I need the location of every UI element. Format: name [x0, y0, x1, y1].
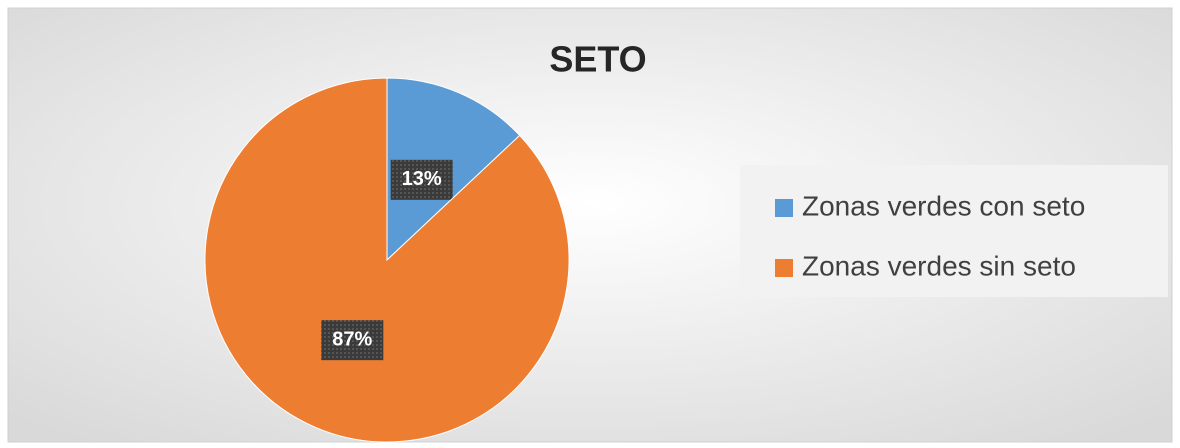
legend-label: Zonas verdes sin seto: [802, 250, 1076, 281]
pie-slice: [386, 77, 521, 262]
data-label-box: [390, 159, 453, 200]
data-label: 87%: [332, 328, 372, 350]
pie-slice: [204, 77, 570, 443]
data-label-box: [321, 320, 384, 361]
legend: [740, 165, 1168, 297]
legend-swatch: [775, 259, 793, 277]
legend-label: Zonas verdes con seto: [802, 190, 1085, 221]
data-label: 13%: [402, 168, 442, 190]
legend-swatch: [775, 199, 793, 217]
chart-title: SETO: [549, 39, 646, 80]
